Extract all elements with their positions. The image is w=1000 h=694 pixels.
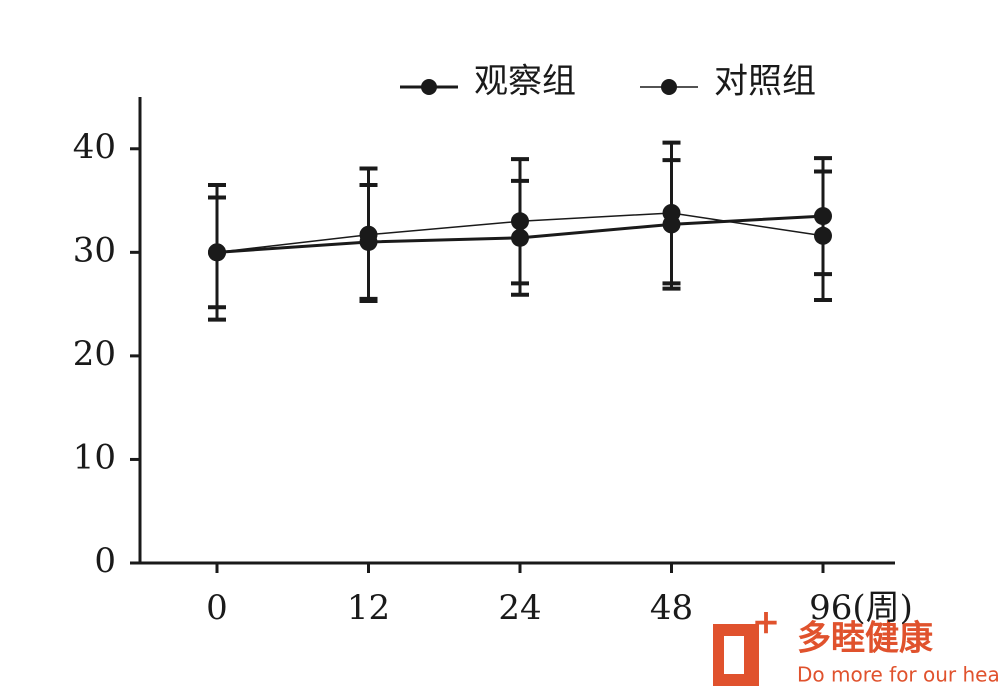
y-tick-label: 30 (73, 230, 116, 270)
point (511, 212, 529, 231)
x-tick-label: 12 (347, 588, 390, 628)
y-tick-label: 10 (73, 437, 116, 477)
y-tick-label: 0 (94, 541, 116, 581)
x-tick-label: 48 (650, 588, 693, 628)
y-tick-label: 40 (73, 127, 116, 167)
legend-label: 观察组 (474, 62, 576, 102)
x-tick-label: 96(周) (809, 588, 913, 628)
point (208, 243, 226, 262)
legend-marker (661, 79, 677, 95)
point (359, 225, 378, 244)
logo-plus: + (752, 602, 781, 642)
point (662, 203, 681, 222)
brand-slogan: Do more for our health (797, 663, 1000, 687)
legend-label: 对照组 (714, 62, 816, 102)
point (814, 226, 832, 245)
y-tick-label: 20 (73, 334, 116, 374)
x-tick-label: 24 (498, 588, 541, 628)
x-tick-label: 0 (206, 588, 228, 628)
brand-name: 多睦健康 (797, 619, 933, 659)
legend-marker (421, 79, 437, 95)
watermark: + 多睦健康 Do more for our health (713, 602, 1000, 687)
logo (724, 636, 744, 674)
